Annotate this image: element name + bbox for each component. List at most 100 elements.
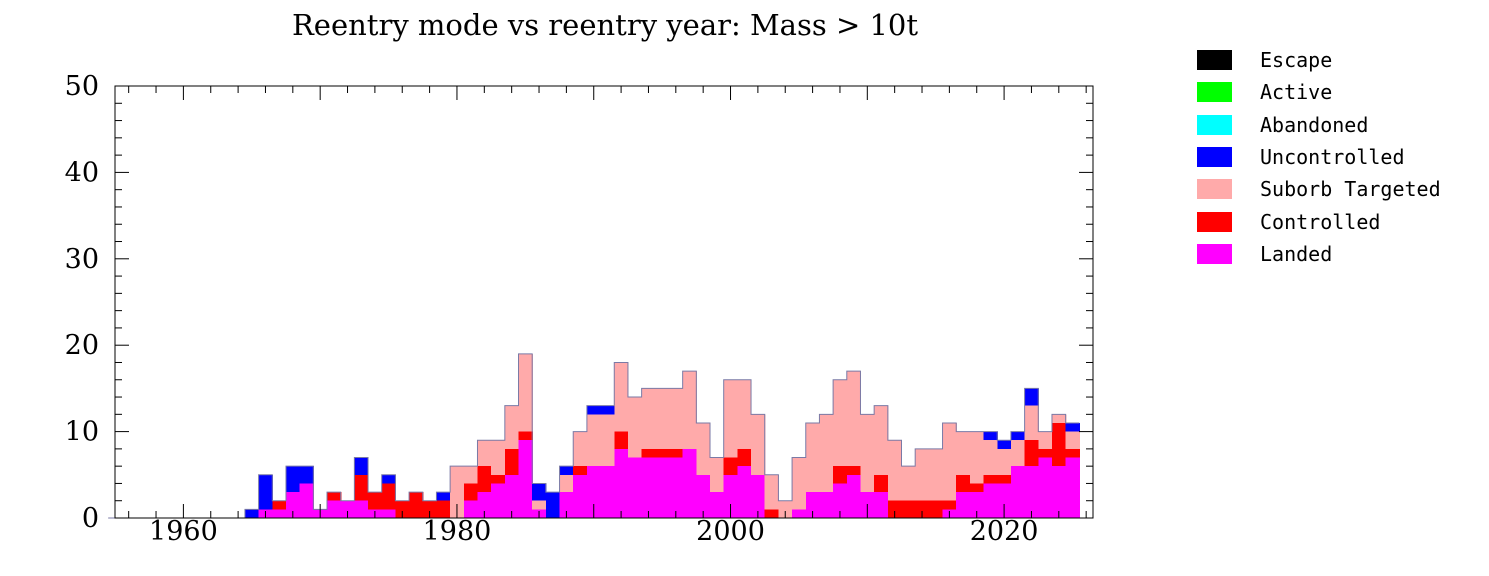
bar-segment [381,474,397,484]
bar-segment [696,422,711,475]
bar-segment [887,440,903,501]
bar-segment [463,466,479,484]
bar-segment [600,414,615,467]
x-tick-label: 1980 [423,516,492,547]
bar-segment [1038,457,1053,518]
bar-segment [696,474,711,518]
bar-segment [833,466,848,484]
legend-swatch [1197,179,1232,200]
bar-segment [627,457,643,518]
bar-segment [1024,405,1039,441]
bar-segment [272,500,287,510]
bar-segment [627,397,643,458]
bar-segment [1065,457,1080,518]
bar-segment [737,448,752,467]
legend-item: Landed [1197,238,1441,270]
bar-segment [463,483,479,501]
legend-swatch [1197,50,1232,71]
bars-layer [244,353,1080,518]
bar-segment [983,431,998,441]
total-outline-layer [108,353,1080,519]
bar-segment [258,474,273,510]
bar-segment [641,457,656,518]
bar-segment [915,500,930,518]
plot-frame [114,85,1094,519]
bar-segment [805,422,821,493]
y-tick-label: 40 [65,157,99,188]
bar-segment [463,500,479,518]
bar-segment [805,492,821,518]
bar-segment [299,483,314,518]
x-tick-label: 2020 [970,516,1039,547]
bar-segment [764,509,779,518]
bar-segment [874,492,889,518]
bar-segment [450,466,465,518]
legend-label: Escape [1260,48,1333,73]
legend-item: Abandoned [1197,109,1441,141]
bar-segment [504,448,520,475]
bar-segment [737,466,752,518]
bar-segment [846,371,862,467]
bar-segment [942,422,957,501]
bar-segment [504,474,520,518]
bar-segment [244,509,260,518]
bar-segment [573,431,588,467]
bar-segment [1038,431,1053,449]
bar-segment [846,474,862,518]
bar-segment [504,405,520,449]
bar-segment [983,440,998,475]
bar-segment [518,353,533,432]
legend-item: Uncontrolled [1197,141,1441,173]
total-outline [108,353,1080,519]
y-tick-label: 50 [65,71,99,102]
bar-segment [1024,388,1039,406]
bar-segment [668,448,684,458]
y-tick-label: 10 [65,417,99,448]
chart-title: Reentry mode vs reentry year: Mass > 10t [291,8,919,42]
bar-segment [860,414,875,493]
bar-segment [477,492,492,518]
y-tick-label: 20 [65,330,99,361]
bar-segment [1024,440,1039,467]
bar-segment [778,500,793,518]
bar-segment [723,474,738,518]
bar-segment [600,466,615,518]
legend: Escape Active Abandoned Uncontrolled Suborb … [1197,44,1441,270]
legend-item: Suborb Targeted [1197,173,1441,205]
y-tick-label: 30 [65,244,99,275]
legend-swatch [1197,147,1232,168]
bar-segment [614,448,629,518]
bar-segment [723,457,738,475]
x-tick-label: 1960 [149,516,218,547]
bar-segment [997,474,1012,484]
bar-segment [600,405,615,415]
bar-segment [846,466,862,475]
legend-item: Active [1197,76,1441,108]
bar-segment [285,466,301,493]
bar-segment [559,492,574,518]
bar-segment [737,379,752,449]
legend-label: Active [1260,80,1333,105]
bar-segment [928,500,944,518]
bar-segment [491,440,506,475]
bar-segment [327,500,342,518]
legend-label: Controlled [1260,209,1381,234]
bar-segment [969,492,985,518]
bar-segment [354,500,369,518]
bar-segment [1024,466,1039,518]
bar-segment [901,500,916,518]
legend-label: Landed [1260,241,1333,266]
bar-segment [915,448,930,501]
bar-segment [969,483,985,493]
bar-segment [559,474,574,493]
bar-segment [381,509,397,518]
bar-segment [299,466,314,484]
bar-segment [764,474,779,510]
legend-swatch [1197,82,1232,103]
axes-layer: 0 10 20 30 40 50 1960 1980 2000 2020 [65,71,1094,547]
bar-segment [395,500,410,518]
bar-segment [833,379,848,467]
bar-segment [792,457,807,510]
bar-segment [668,388,684,449]
